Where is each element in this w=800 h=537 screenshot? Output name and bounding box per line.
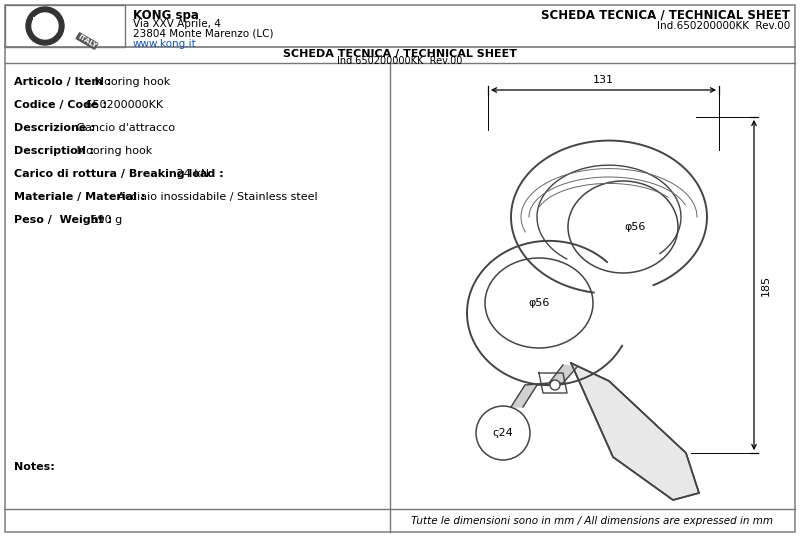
Text: ς24: ς24 (493, 428, 514, 438)
Text: Tutte le dimensioni sono in mm / All dimensions are expressed in mm: Tutte le dimensioni sono in mm / All dim… (411, 516, 773, 526)
Text: 590 g: 590 g (86, 215, 122, 225)
Text: Acciaio inossidabile / Stainless steel: Acciaio inossidabile / Stainless steel (114, 192, 318, 202)
Text: φ56: φ56 (624, 222, 646, 232)
Text: 23804 Monte Marenzo (LC): 23804 Monte Marenzo (LC) (133, 29, 274, 39)
Bar (5, 5, 125, 47)
Text: Gancio d'attracco: Gancio d'attracco (73, 123, 175, 133)
Text: Descrizione :: Descrizione : (14, 123, 94, 133)
Text: 24 kN: 24 kN (174, 169, 210, 179)
Text: Codice / Code :: Codice / Code : (14, 100, 107, 110)
Text: Articolo / Item :: Articolo / Item : (14, 77, 111, 87)
Text: NG: NG (42, 25, 58, 35)
Text: 650200000KK: 650200000KK (82, 100, 163, 110)
Text: ITALY: ITALY (77, 33, 98, 49)
Text: Peso /  Weight :: Peso / Weight : (14, 215, 112, 225)
Text: Mooring hook: Mooring hook (91, 77, 170, 87)
Text: Notes:: Notes: (14, 462, 54, 472)
Text: Mooring hook: Mooring hook (73, 146, 152, 156)
Text: Materiale / Material :: Materiale / Material : (14, 192, 146, 202)
Text: SCHEDA TECNICA / TECHNICAL SHEET: SCHEDA TECNICA / TECHNICAL SHEET (283, 49, 517, 59)
Text: Via XXV Aprile, 4: Via XXV Aprile, 4 (133, 19, 221, 29)
Text: www.kong.it: www.kong.it (133, 39, 197, 49)
Polygon shape (511, 365, 577, 407)
Text: 185: 185 (761, 274, 771, 295)
Text: Description :: Description : (14, 146, 94, 156)
Text: KO: KO (32, 17, 48, 27)
Text: Carico di rottura / Breaking load :: Carico di rottura / Breaking load : (14, 169, 224, 179)
Circle shape (550, 380, 560, 390)
Text: Ind.650200000KK  Rev.00: Ind.650200000KK Rev.00 (338, 56, 462, 66)
Text: KONG spa: KONG spa (133, 9, 199, 22)
Text: SCHEDA TECNICA / TECHNICAL SHEET: SCHEDA TECNICA / TECHNICAL SHEET (541, 9, 790, 22)
Circle shape (26, 7, 64, 45)
Text: Ind.650200000KK  Rev.00: Ind.650200000KK Rev.00 (657, 21, 790, 31)
Text: 131: 131 (593, 75, 614, 85)
Polygon shape (571, 363, 699, 500)
Text: φ56: φ56 (528, 298, 550, 308)
Circle shape (32, 13, 58, 39)
